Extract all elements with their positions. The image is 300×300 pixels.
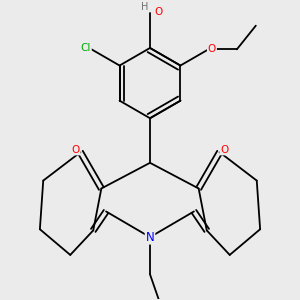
Text: O: O	[155, 7, 163, 17]
Text: H: H	[141, 2, 148, 12]
Text: O: O	[72, 145, 80, 154]
Text: O: O	[220, 145, 228, 154]
Text: N: N	[146, 231, 154, 244]
Text: O: O	[208, 44, 216, 54]
Text: Cl: Cl	[81, 43, 91, 53]
